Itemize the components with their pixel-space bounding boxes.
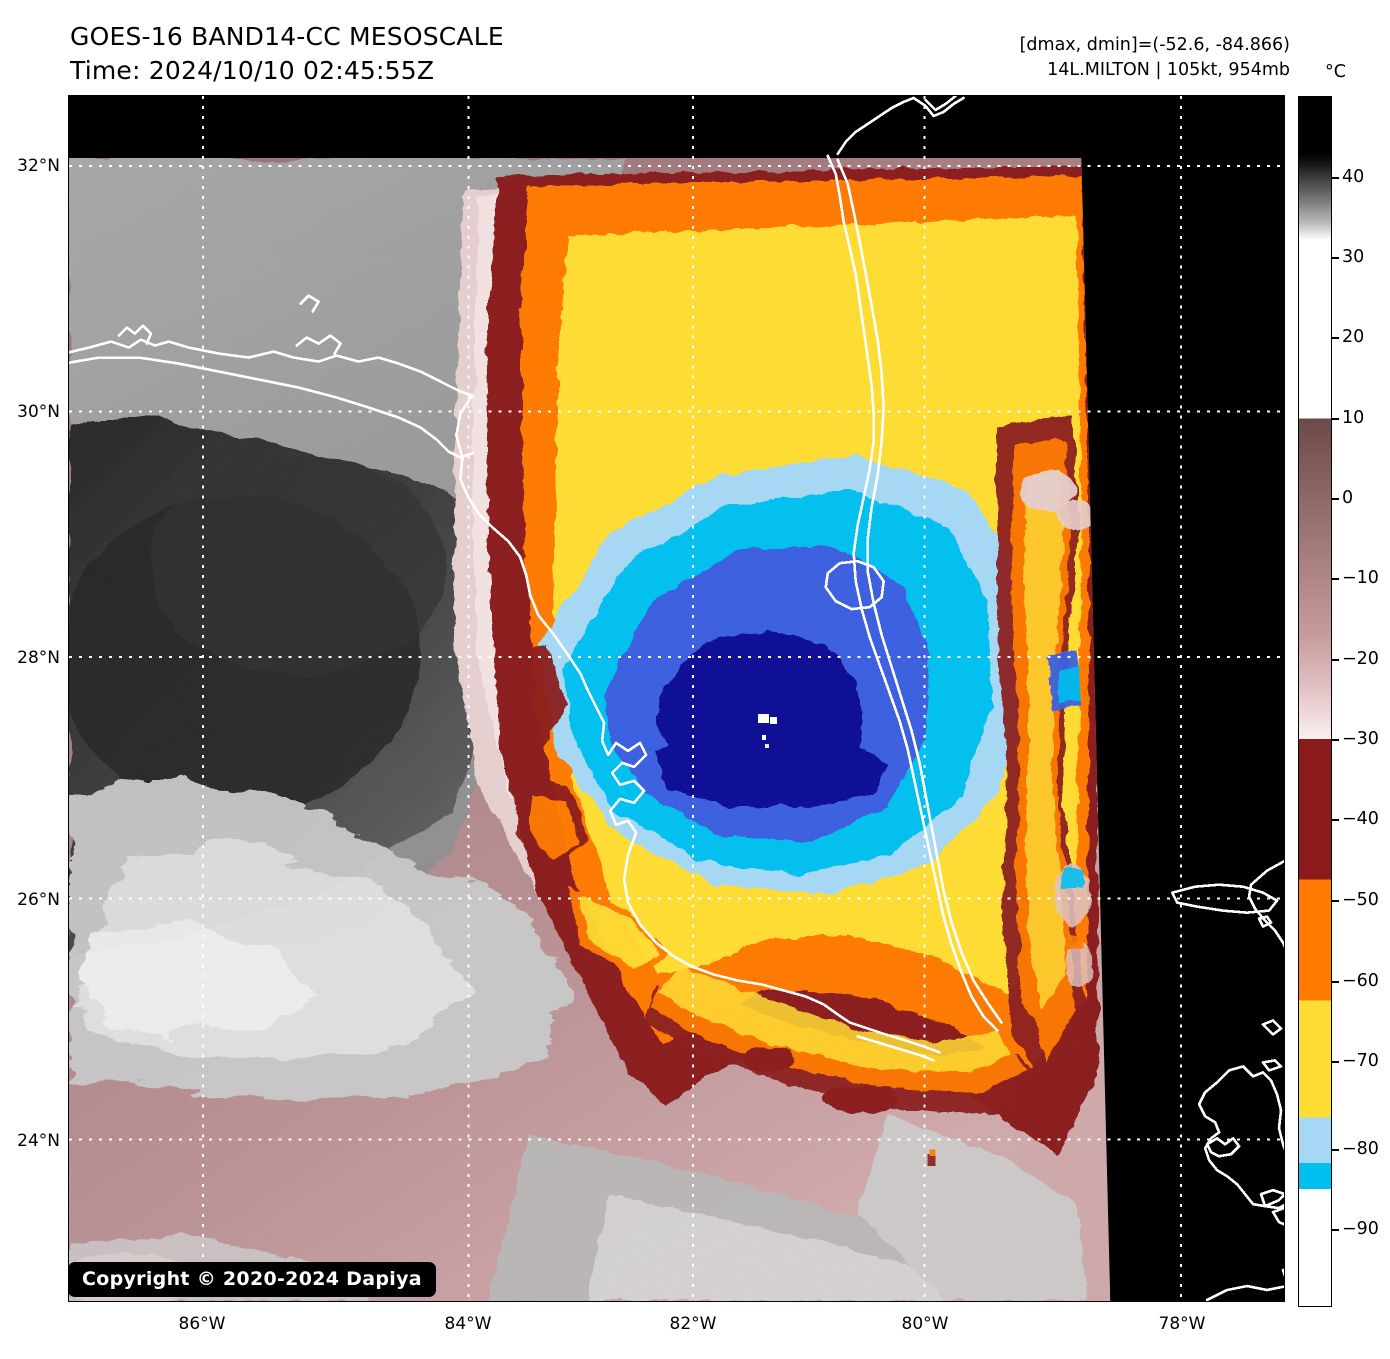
latitude-tick-32N: 32°N (17, 156, 60, 176)
colorbar-tickmark (1332, 981, 1339, 983)
longitude-tick-84W: 84°W (444, 1314, 492, 1334)
colorbar-tickmark (1332, 257, 1339, 259)
storm-info-line: 14L.MILTON | 105kt, 954mb (1047, 59, 1290, 80)
latitude-tick-24N: 24°N (17, 1131, 60, 1151)
longitude-tick-82W: 82°W (669, 1314, 717, 1334)
colorbar-coldest-white-band (1298, 1189, 1332, 1307)
colorbar-tickmark (1332, 177, 1339, 179)
temperature-colorbar[interactable] (1298, 96, 1332, 1307)
longitude-tick-86W: 86°W (178, 1314, 226, 1334)
latitude-tick-26N: 26°N (17, 890, 60, 910)
colorbar-tickmark (1332, 337, 1339, 339)
latitude-tick-28N: 28°N (17, 648, 60, 668)
colorbar-tickmark (1332, 1229, 1339, 1231)
lat-lon-grid (69, 96, 1284, 1301)
colorbar-unit-label: °C (1325, 62, 1346, 82)
title-block: GOES-16 BAND14-CC MESOSCALE Time: 2024/1… (70, 20, 504, 87)
latitude-tick-30N: 30°N (17, 402, 60, 422)
colorbar-tick-label: 40 (1342, 167, 1365, 187)
colorbar-tick-label: 10 (1342, 408, 1365, 428)
colorbar-tickmark (1332, 578, 1339, 580)
colorbar-tickmark (1332, 498, 1339, 500)
colorbar-tickmark (1332, 739, 1339, 741)
colorbar-tick-label: −80 (1342, 1139, 1379, 1159)
colorbar-tick-label: −50 (1342, 890, 1379, 910)
colorbar-tickmark (1332, 659, 1339, 661)
colorbar-tickmark (1332, 900, 1339, 902)
longitude-tick-78W: 78°W (1158, 1314, 1206, 1334)
colorbar-tick-label: 20 (1342, 327, 1365, 347)
dminmax-line: [dmax, dmin]=(-52.6, -84.866) (1019, 35, 1290, 55)
colorbar-tick-label: 30 (1342, 247, 1365, 267)
colorbar-tick-labels: 40 30 20 10 0 −10 −20 −30 −40 −50 −60 −70 −80 −90 (1332, 96, 1390, 1307)
colorbar-tick-label: −70 (1342, 1051, 1379, 1071)
longitude-tick-labels: 86°W 84°W 82°W 80°W 78°W (68, 1314, 1285, 1340)
coastline-overlay (69, 96, 1284, 1301)
colorbar-tick-label: −30 (1342, 729, 1379, 749)
metadata-block: [dmax, dmin]=(-52.6, -84.866) 14L.MILTON… (1020, 33, 1290, 83)
colorbar-tick-label: 0 (1342, 488, 1354, 508)
colorbar-tick-label: −60 (1342, 971, 1379, 991)
page-title: GOES-16 BAND14-CC MESOSCALE (70, 22, 504, 51)
satellite-image-plot[interactable] (68, 95, 1285, 1302)
colorbar-tickmark (1332, 1149, 1339, 1151)
colorbar-tickmark (1332, 1061, 1339, 1063)
colorbar-tickmark (1332, 418, 1339, 420)
colorbar-tickmark (1332, 819, 1339, 821)
timestamp-line: Time: 2024/10/10 02:45:55Z (70, 55, 435, 85)
brightness-temperature-field (69, 157, 1111, 1301)
colorbar-tick-label: −10 (1342, 568, 1379, 588)
copyright-badge: Copyright © 2020-2024 Dapiya (68, 1262, 436, 1297)
latitude-tick-labels: 32°N 30°N 28°N 26°N 24°N (0, 95, 60, 1302)
colorbar-tick-label: −20 (1342, 649, 1379, 669)
longitude-tick-80W: 80°W (901, 1314, 949, 1334)
colorbar-tick-label: −40 (1342, 809, 1379, 829)
colorbar-tick-label: −90 (1342, 1219, 1379, 1239)
